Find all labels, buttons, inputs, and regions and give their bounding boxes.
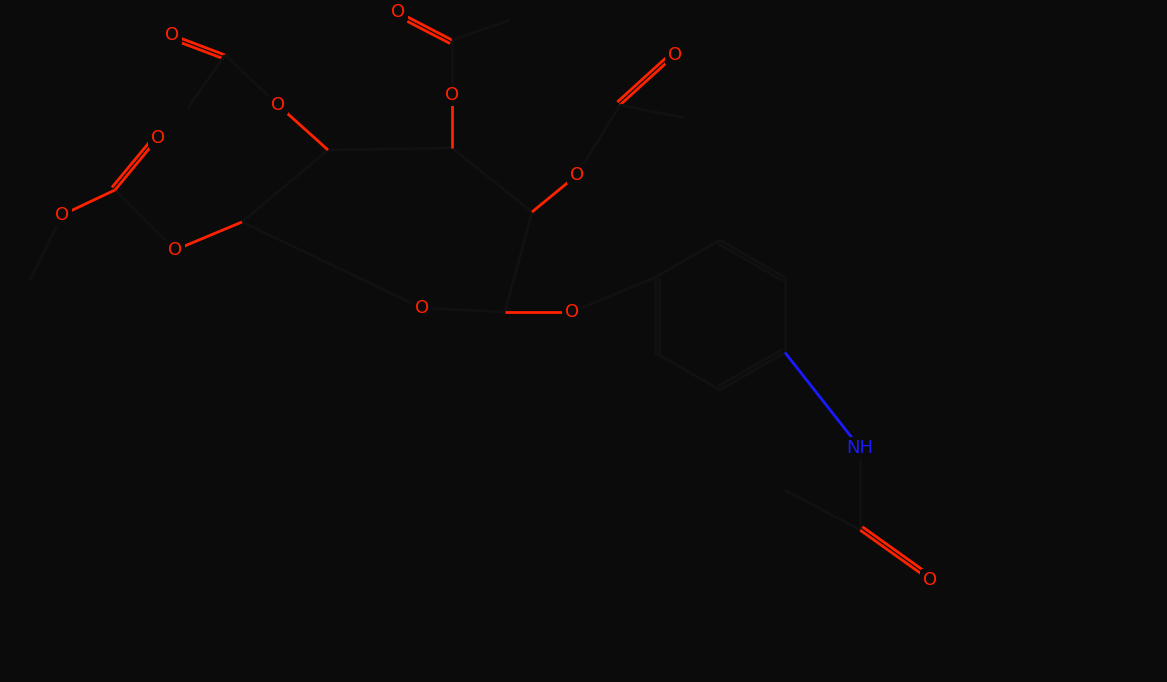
Text: O: O bbox=[168, 241, 182, 259]
Text: O: O bbox=[923, 571, 937, 589]
Bar bbox=[665, 46, 685, 64]
Text: O: O bbox=[151, 129, 165, 147]
Bar bbox=[165, 241, 186, 259]
Bar bbox=[442, 86, 462, 104]
Text: NH: NH bbox=[846, 439, 874, 457]
Text: O: O bbox=[415, 299, 429, 317]
Bar bbox=[53, 206, 72, 224]
Bar bbox=[412, 299, 432, 317]
Text: O: O bbox=[668, 46, 682, 64]
Bar bbox=[148, 129, 168, 147]
Bar bbox=[567, 166, 587, 184]
Text: O: O bbox=[165, 26, 179, 44]
Text: O: O bbox=[569, 166, 584, 184]
Text: O: O bbox=[445, 86, 459, 104]
Bar bbox=[268, 96, 288, 114]
Bar bbox=[846, 439, 874, 457]
Text: O: O bbox=[55, 206, 69, 224]
Text: O: O bbox=[271, 96, 285, 114]
Bar bbox=[920, 571, 939, 589]
Bar bbox=[562, 303, 582, 321]
Bar bbox=[387, 3, 408, 21]
Text: O: O bbox=[565, 303, 579, 321]
Text: O: O bbox=[391, 3, 405, 21]
Bar bbox=[162, 26, 182, 44]
